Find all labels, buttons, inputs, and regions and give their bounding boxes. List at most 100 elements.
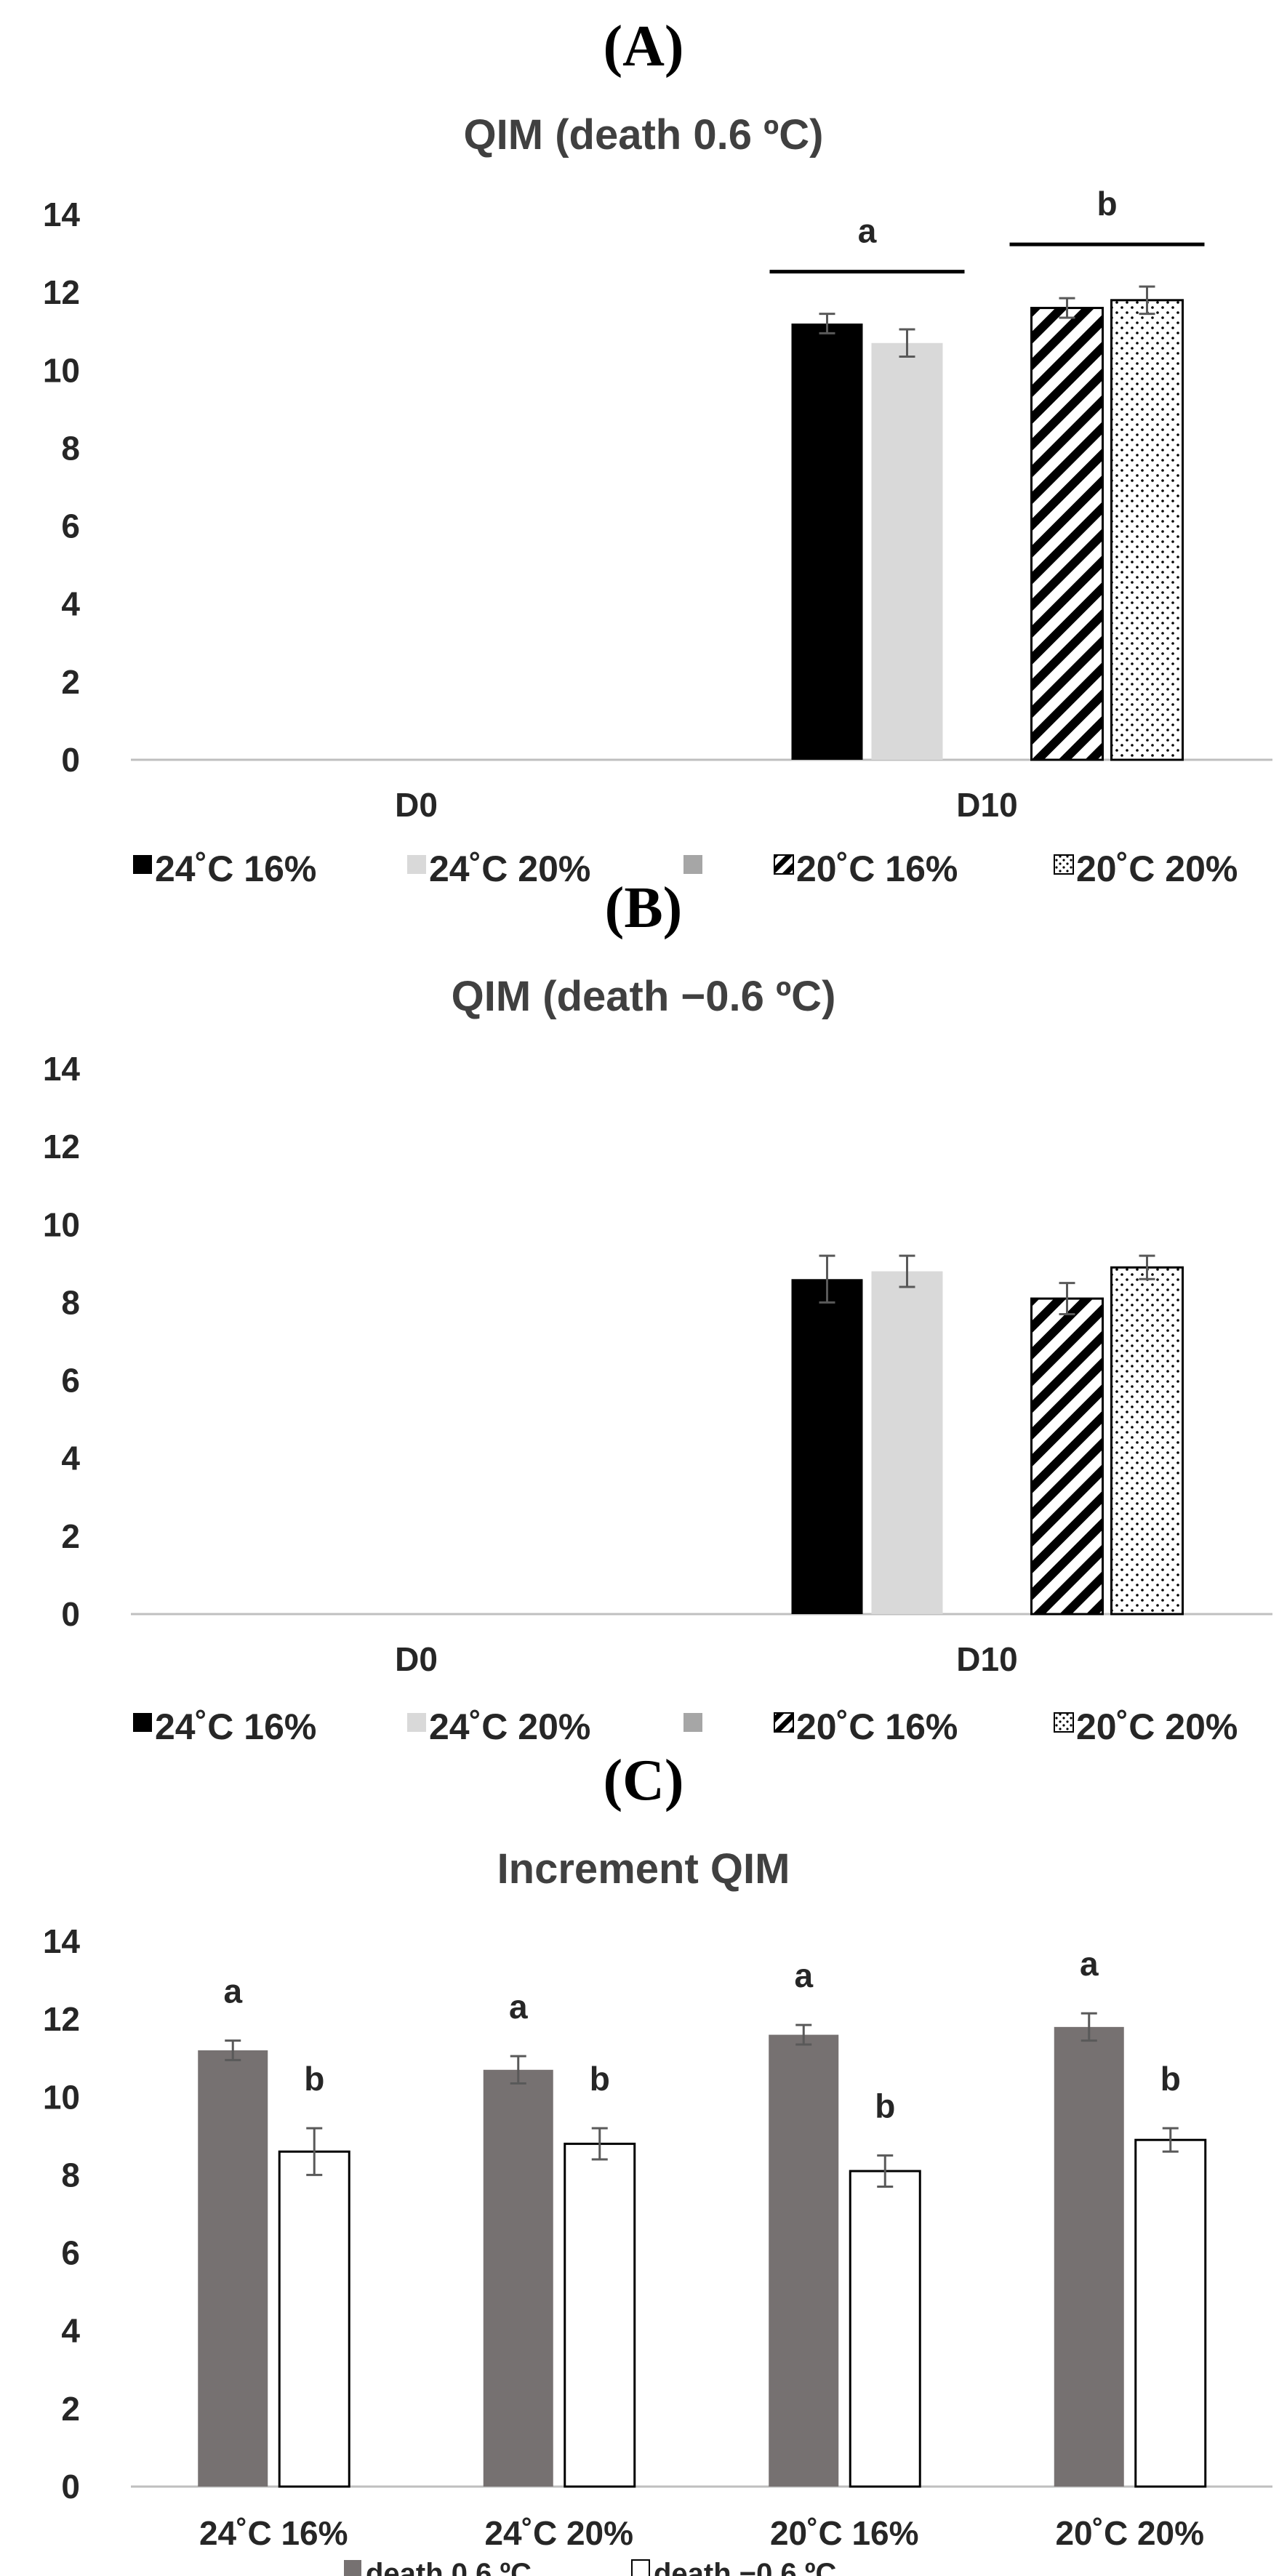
bar-c-s1-c1 (564, 2143, 636, 2488)
sig-letter-c-s1-c2: b (875, 2087, 895, 2125)
x-category-label-b-0: D0 (395, 1640, 438, 1678)
error-bar-a-s3-c1 (1059, 297, 1075, 319)
y-tick-label-b-4: 8 (61, 1283, 80, 1321)
sig-letter-c-s1-c3: b (1160, 2060, 1181, 2098)
y-tick-label-c-0: 0 (61, 2468, 80, 2505)
y-tick-label-a-5: 10 (43, 351, 80, 389)
y-tick-label-c-2: 4 (61, 2312, 80, 2350)
x-category-label-c-3: 20˚C 20% (1055, 2514, 1204, 2552)
bar-c-s1-c2 (849, 2170, 921, 2488)
legend-swatch-a-2 (683, 855, 702, 874)
legend-swatch-b-1 (407, 1713, 426, 1732)
chart-panel-a: (A) QIM (death 0.6 ºC) 0 2 4 6 8 10 12 14 D0 D10 a… (43, 15, 1272, 889)
panel-letter-b: (B) (605, 876, 683, 940)
x-category-label-c-0: 24˚C 16% (199, 2514, 348, 2552)
chart-title-b: QIM (death −0.6 ºC) (452, 973, 836, 1020)
legend-a: 24˚C 16% 24˚C 20% 20˚C 16% 20˚C 20% (133, 848, 1238, 889)
legend-label-b-3: 20˚C 16% (796, 1706, 958, 1747)
y-tick-label-b-0: 0 (61, 1595, 80, 1633)
legend-swatch-a-0 (133, 855, 152, 874)
chart-panel-b: (B) QIM (death −0.6 ºC) 0 2 4 6 8 10 12 14 D0 D10… (43, 876, 1272, 1747)
legend-label-b-1: 24˚C 20% (429, 1706, 590, 1747)
bar-b-s3-c1 (1030, 1297, 1104, 1616)
error-bar-b-s4-c1 (1139, 1254, 1155, 1280)
y-tick-label-b-5: 10 (43, 1205, 80, 1243)
error-bar-c-s0-c2 (795, 2023, 812, 2046)
y-tick-label-c-4: 8 (61, 2156, 80, 2194)
bar-c-s1-c0 (278, 2150, 350, 2488)
bar-b-s4-c1 (1110, 1266, 1184, 1616)
error-bar-c-s1-c2 (877, 2154, 894, 2188)
sig-letter-c-s0-c3: a (1080, 1945, 1099, 1983)
y-tick-label-c-3: 6 (61, 2234, 80, 2272)
legend-label-a-0: 24˚C 16% (155, 848, 316, 889)
legend-label-b-0: 24˚C 16% (155, 1706, 316, 1747)
bar-a-s1-c1 (871, 342, 943, 760)
y-tick-label-a-7: 14 (43, 196, 81, 233)
y-tick-label-c-1: 2 (61, 2390, 80, 2428)
bar-b-s0-c1 (791, 1279, 863, 1614)
sig-letter-c-s0-c0: a (223, 1973, 242, 2010)
x-category-label-c-1: 24˚C 20% (484, 2514, 633, 2552)
legend-swatch-b-4 (1054, 1712, 1074, 1733)
chart-panel-c: (C) Increment QIM 0 2 4 6 8 10 12 14 24˚C 16% 24˚… (43, 1749, 1272, 2576)
legend-b: 24˚C 16% 24˚C 20% 20˚C 16% 20˚C 20% (133, 1706, 1238, 1747)
legend-label-b-4: 20˚C 20% (1076, 1706, 1238, 1747)
legend-label-a-3: 20˚C 16% (796, 848, 958, 889)
y-tick-label-c-6: 12 (43, 2000, 80, 2038)
sig-letter-c-s1-c1: b (590, 2060, 610, 2098)
error-bar-c-s1-c0 (306, 2127, 323, 2176)
sig-letter-c-s0-c2: a (794, 1957, 813, 1994)
error-bar-c-s1-c1 (591, 2127, 608, 2161)
legend-swatch-c-0 (344, 2560, 361, 2576)
y-tick-label-a-4: 8 (61, 429, 80, 467)
bar-c-s0-c1 (483, 2069, 553, 2487)
y-tick-label-b-2: 4 (61, 1440, 80, 1477)
error-bar-c-s0-c1 (510, 2055, 526, 2085)
legend-swatch-b-2 (683, 1713, 702, 1732)
legend-label-a-4: 20˚C 20% (1076, 848, 1238, 889)
y-tick-label-b-6: 12 (43, 1128, 80, 1165)
panel-letter-a: (A) (603, 15, 683, 79)
legend-swatch-b-0 (133, 1713, 152, 1732)
x-category-label-a-1: D10 (956, 786, 1017, 824)
legend-swatch-a-4 (1054, 854, 1074, 875)
y-tick-label-c-5: 10 (43, 2078, 80, 2116)
bar-c-s1-c3 (1134, 2138, 1207, 2488)
sig-letter-c-s0-c1: a (509, 1988, 528, 2026)
sig-bracket-label-a-1: b (1096, 185, 1117, 222)
legend-label-a-1: 24˚C 20% (429, 848, 590, 889)
sig-bracket-label-a-0: a (858, 212, 877, 250)
y-tick-label-b-1: 2 (61, 1517, 80, 1555)
bar-b-s1-c1 (871, 1271, 943, 1614)
legend-swatch-a-3 (774, 854, 794, 875)
error-bar-b-s3-c1 (1059, 1282, 1075, 1315)
panel-letter-c: (C) (603, 1749, 683, 1813)
error-bar-b-s1-c1 (899, 1254, 915, 1288)
bar-a-s3-c1 (1030, 307, 1104, 761)
legend-swatch-a-1 (407, 855, 426, 874)
y-tick-label-a-1: 2 (61, 663, 80, 701)
y-tick-label-a-3: 6 (61, 507, 80, 545)
y-tick-label-b-3: 6 (61, 1362, 80, 1400)
y-tick-label-a-6: 12 (43, 273, 80, 311)
y-tick-label-c-7: 14 (43, 1922, 81, 1960)
chart-title-a: QIM (death 0.6 ºC) (464, 111, 824, 159)
bar-c-s0-c3 (1054, 2026, 1124, 2487)
legend-swatch-c-1 (631, 2559, 650, 2576)
y-tick-label-a-2: 4 (61, 585, 80, 623)
chart-title-c: Increment QIM (497, 1845, 790, 1893)
x-category-label-c-2: 20˚C 16% (770, 2514, 919, 2552)
bar-a-s4-c1 (1110, 299, 1184, 761)
x-category-label-a-0: D0 (395, 786, 438, 824)
bar-a-s0-c1 (791, 324, 863, 760)
legend-label-c-1: death −0.6 ºC (654, 2558, 836, 2576)
bar-c-s0-c0 (198, 2050, 268, 2487)
error-bar-a-s4-c1 (1139, 285, 1155, 316)
sig-letter-c-s1-c0: b (304, 2060, 324, 2098)
y-tick-label-b-7: 14 (43, 1050, 81, 1088)
legend-c: death 0.6 ºC death −0.6 ºC (344, 2558, 836, 2576)
legend-label-c-0: death 0.6 ºC (366, 2558, 532, 2576)
legend-swatch-b-3 (774, 1712, 794, 1733)
